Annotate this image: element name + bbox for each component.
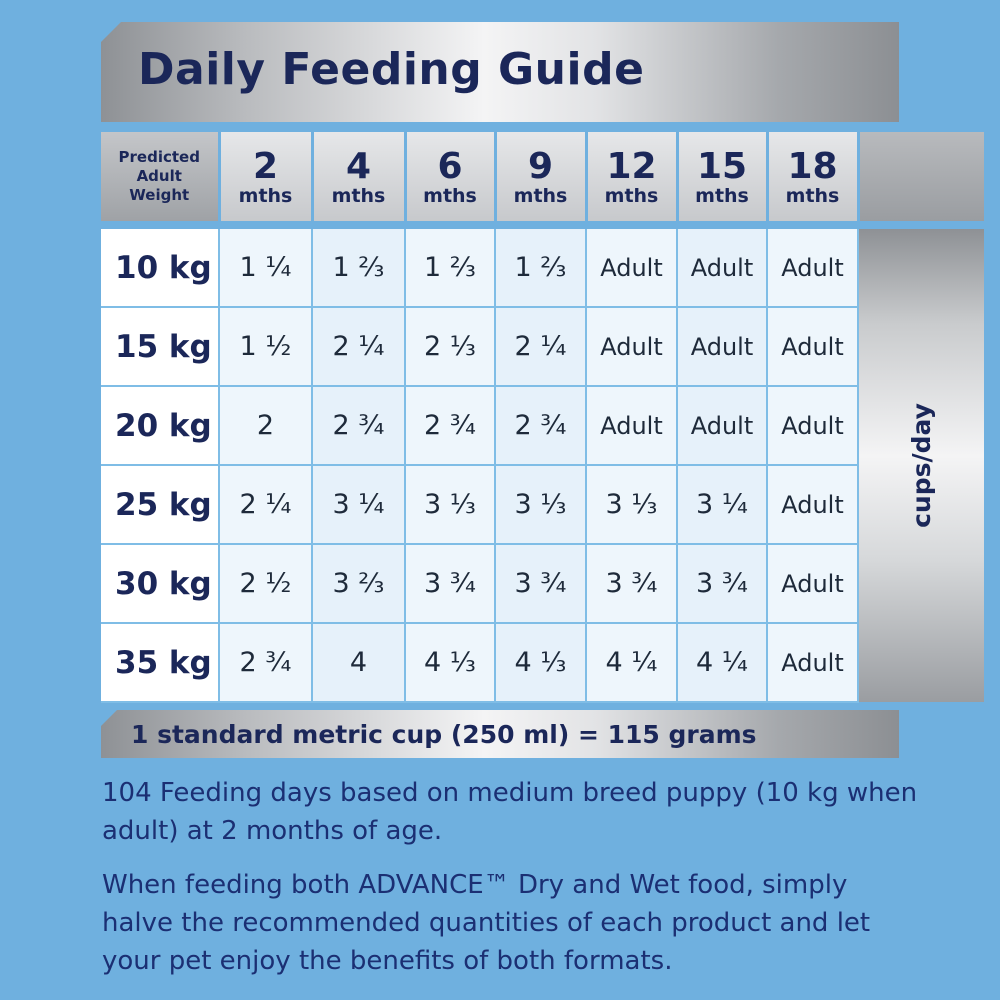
age-column-header: 4 mths [312, 132, 407, 221]
age-number: 15 [696, 145, 748, 187]
table-cell: 3 ¼ [677, 465, 768, 545]
row-weight: 35 kg [101, 623, 220, 703]
weight-header-line: Predicted [118, 148, 200, 166]
table-cell: 2 ¾ [495, 386, 587, 466]
table-row: 30 kg 2 ½ 3 ⅔ 3 ¾ 3 ¾ 3 ¾ 3 ¾ Adult [101, 544, 984, 624]
table-cell: 3 ¼ [312, 465, 406, 545]
table-cell: 3 ⅔ [312, 544, 406, 624]
table-cell: 1 ⅔ [312, 229, 406, 308]
table-cell: 4 ⅓ [405, 623, 496, 703]
unit-side-band: cups/day [858, 229, 984, 702]
table-cell: Adult [586, 386, 678, 466]
table-cell: 2 ¾ [312, 386, 406, 466]
age-column-header: 18 mths [767, 132, 860, 221]
age-column-header: 9 mths [495, 132, 588, 221]
header-stub [858, 132, 984, 221]
age-column-header: 6 mths [405, 132, 497, 221]
table-cell: Adult [767, 623, 859, 703]
table-cell: 2 ¼ [219, 465, 313, 545]
table-row: 35 kg 2 ¾ 4 4 ⅓ 4 ⅓ 4 ¼ 4 ¼ Adult [101, 623, 984, 703]
header-spacer [101, 221, 984, 229]
table-cell: Adult [767, 229, 859, 308]
feeding-days-note: 104 Feeding days based on medium breed p… [102, 778, 918, 846]
table-cell: 3 ⅓ [586, 465, 678, 545]
table-cell: 2 ⅓ [405, 307, 496, 387]
weight-column-header: Predicted Adult Weight [101, 132, 221, 221]
table-cell: Adult [767, 544, 859, 624]
table-cell: 4 ⅓ [495, 623, 587, 703]
table-cell: Adult [767, 307, 859, 387]
table-header-row: Predicted Adult Weight 2 mths 4 mths 6 mths… [101, 132, 984, 221]
unit-label: cups/day [906, 403, 936, 528]
row-weight: 30 kg [101, 544, 220, 624]
table-cell: 3 ⅓ [495, 465, 587, 545]
table-cell: 4 [312, 623, 406, 703]
table-cell: 1 ⅔ [405, 229, 496, 308]
title-banner: Daily Feeding Guide [101, 22, 899, 122]
dry-wet-feeding-note: When feeding both ADVANCE™ Dry and Wet f… [102, 870, 871, 976]
table-cell: 4 ¼ [677, 623, 768, 703]
feeding-table: Predicted Adult Weight 2 mths 4 mths 6 mths… [101, 132, 984, 703]
age-column-header: 2 mths [219, 132, 314, 221]
age-unit: mths [785, 184, 840, 207]
age-number: 2 [252, 145, 279, 187]
row-weight: 20 kg [101, 386, 220, 466]
table-cell: 1 ¼ [219, 229, 313, 308]
table-cell: 3 ¾ [495, 544, 587, 624]
weight-header-line: Weight [129, 186, 190, 204]
table-cell: Adult [767, 386, 859, 466]
age-unit: mths [513, 184, 568, 207]
age-number: 6 [437, 145, 463, 187]
table-cell: 1 ⅔ [495, 229, 587, 308]
table-cell: Adult [677, 307, 768, 387]
page-title: Daily Feeding Guide [138, 44, 645, 95]
cup-conversion-text: 1 standard metric cup (250 ml) = 115 gra… [131, 720, 757, 749]
table-cell: 3 ⅓ [405, 465, 496, 545]
table-row: 15 kg 1 ½ 2 ¼ 2 ⅓ 2 ¼ Adult Adult Adult [101, 307, 984, 387]
table-cell: Adult [677, 386, 768, 466]
age-number: 4 [345, 145, 372, 187]
row-weight: 25 kg [101, 465, 220, 545]
table-cell: Adult [677, 229, 768, 308]
table-row: 25 kg 2 ¼ 3 ¼ 3 ⅓ 3 ⅓ 3 ⅓ 3 ¼ Adult [101, 465, 984, 545]
cup-conversion-banner: 1 standard metric cup (250 ml) = 115 gra… [101, 710, 899, 758]
age-number: 12 [606, 145, 657, 187]
age-unit: mths [423, 184, 477, 207]
row-weight: 10 kg [101, 229, 220, 308]
age-number: 9 [527, 145, 554, 187]
spacer-cell [101, 221, 984, 229]
age-unit: mths [331, 184, 386, 207]
table-cell: 1 ½ [219, 307, 313, 387]
table-cell: 2 [219, 386, 313, 466]
table-cell: 2 ¾ [219, 623, 313, 703]
table-cell: Adult [586, 229, 678, 308]
table-cell: 2 ¾ [405, 386, 496, 466]
table-cell: 3 ¾ [586, 544, 678, 624]
table-cell: 3 ¾ [677, 544, 768, 624]
age-unit: mths [238, 184, 293, 207]
row-weight: 15 kg [101, 307, 220, 387]
age-unit: mths [604, 184, 659, 207]
age-number: 18 [787, 145, 838, 187]
age-column-header: 15 mths [677, 132, 769, 221]
table-row: 10 kg 1 ¼ 1 ⅔ 1 ⅔ 1 ⅔ Adult Adult Adult … [101, 229, 984, 702]
table-cell: 2 ¼ [495, 307, 587, 387]
table-cell: 2 ½ [219, 544, 313, 624]
table-cell: Adult [586, 307, 678, 387]
age-unit: mths [695, 184, 749, 207]
age-column-header: 12 mths [586, 132, 679, 221]
table-row: 20 kg 2 2 ¾ 2 ¾ 2 ¾ Adult Adult Adult [101, 386, 984, 466]
table-cell: 2 ¼ [312, 307, 406, 387]
table-cell: 3 ¾ [405, 544, 496, 624]
table-cell: Adult [767, 465, 859, 545]
table-cell: 4 ¼ [586, 623, 678, 703]
weight-header-line: Adult [136, 167, 182, 185]
